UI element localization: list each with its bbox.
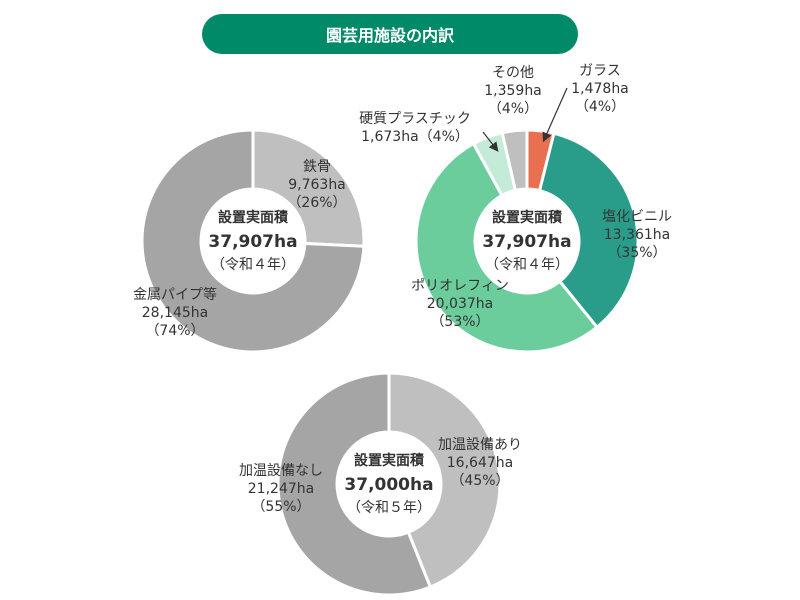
center-total: 37,000ha bbox=[344, 475, 434, 495]
center-total: 37,907ha bbox=[482, 232, 572, 252]
center-year: （令和５年） bbox=[347, 500, 431, 516]
label-metal-pipe: 金属パイプ等 28,145ha （74%） bbox=[120, 286, 230, 340]
label-name: 金属パイプ等 bbox=[133, 287, 217, 303]
label-value: 1,359ha bbox=[484, 83, 542, 99]
label-value: 1,478ha bbox=[571, 81, 629, 97]
label-name: ガラス bbox=[579, 63, 621, 79]
donut-slice-frame-1 bbox=[140, 128, 366, 354]
donut-slice-frame-0 bbox=[251, 128, 366, 248]
label-name: 塩化ビニル bbox=[602, 209, 672, 225]
label-steel: 鉄骨 9,763ha （26%） bbox=[282, 158, 352, 212]
label-value: 16,647ha bbox=[446, 455, 514, 471]
label-pct: （4%） bbox=[487, 101, 539, 117]
arrow-glass bbox=[542, 87, 568, 143]
center-heading: 設置実面積 bbox=[492, 210, 562, 226]
label-name: 鉄骨 bbox=[303, 159, 331, 175]
label-name: 加温設備なし bbox=[239, 463, 323, 479]
label-hard-plastic: 硬質プラスチック 1,673ha（4%） bbox=[340, 110, 490, 146]
label-pct: （74%） bbox=[145, 323, 205, 339]
label-value: 9,763ha bbox=[288, 177, 346, 193]
label-glass: ガラス 1,478ha （4%） bbox=[560, 62, 640, 116]
label-pct: （4%） bbox=[418, 129, 469, 145]
donut-slice-heating-1 bbox=[276, 371, 433, 597]
donut-slice-covering-2 bbox=[414, 141, 600, 354]
label-value: 1,673ha bbox=[361, 129, 419, 145]
donut-slice-covering-1 bbox=[537, 131, 640, 330]
donut-slice-heating-0 bbox=[387, 371, 502, 589]
center-year: （令和４年） bbox=[211, 257, 295, 273]
label-pct: （26%） bbox=[287, 195, 347, 211]
center-heading: 設置実面積 bbox=[354, 453, 424, 469]
center-heating: 設置実面積 37,000ha （令和５年） bbox=[329, 450, 449, 518]
label-value: 13,361ha bbox=[603, 227, 671, 243]
label-name: 硬質プラスチック bbox=[359, 111, 471, 127]
center-covering: 設置実面積 37,907ha （令和４年） bbox=[467, 207, 587, 275]
label-pct: （35%） bbox=[607, 245, 667, 261]
label-value: 21,247ha bbox=[247, 481, 315, 497]
center-year: （令和４年） bbox=[485, 257, 569, 273]
label-value: 28,145ha bbox=[141, 305, 209, 321]
label-pct: （55%） bbox=[251, 499, 311, 515]
label-name: 加温設備あり bbox=[438, 437, 522, 453]
chart-title: 園芸用施設の内訳 bbox=[202, 14, 578, 54]
donut-slice-covering-4 bbox=[500, 128, 529, 193]
center-frame: 設置実面積 37,907ha （令和４年） bbox=[193, 207, 313, 275]
label-pvc: 塩化ビニル 13,361ha （35%） bbox=[592, 208, 682, 262]
label-polyolefin: ポリオレフィン 20,037ha （53%） bbox=[400, 277, 520, 331]
label-value: 20,037ha bbox=[426, 296, 494, 312]
label-pct: （53%） bbox=[430, 314, 490, 330]
label-heated: 加温設備あり 16,647ha （45%） bbox=[425, 436, 535, 490]
label-pct: （4%） bbox=[574, 99, 626, 115]
label-other: その他 1,359ha （4%） bbox=[478, 64, 548, 118]
center-heading: 設置実面積 bbox=[218, 210, 288, 226]
label-pct: （45%） bbox=[450, 473, 510, 489]
label-unheated: 加温設備なし 21,247ha （55%） bbox=[226, 462, 336, 516]
label-name: ポリオレフィン bbox=[411, 278, 509, 294]
center-total: 37,907ha bbox=[208, 232, 298, 252]
label-name: その他 bbox=[492, 65, 534, 81]
arrow-hard-plastic bbox=[482, 131, 499, 152]
